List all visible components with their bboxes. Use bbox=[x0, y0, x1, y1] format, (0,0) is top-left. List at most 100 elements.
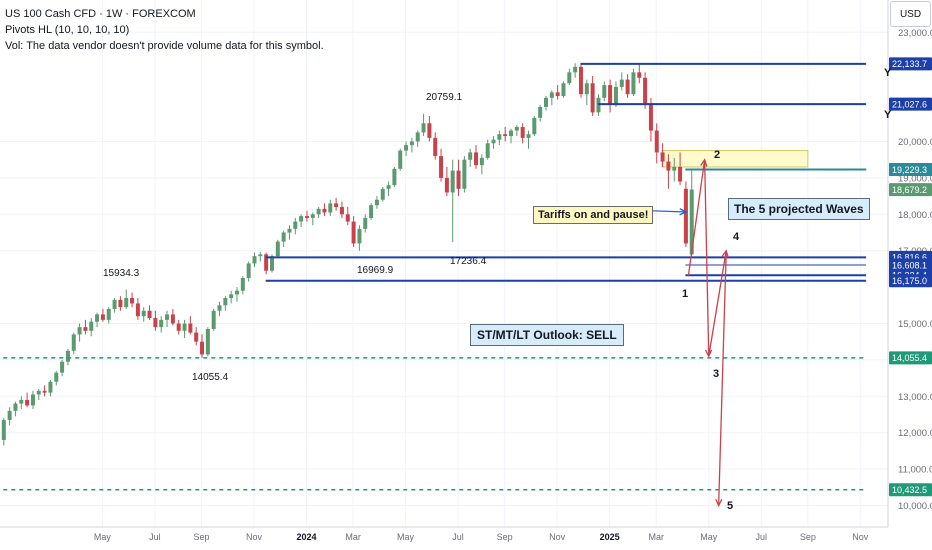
candle-body bbox=[590, 83, 595, 113]
pivots-indicator-label[interactable]: Pivots HL (10, 10, 10, 10) bbox=[5, 24, 130, 36]
price-level-tag bbox=[889, 57, 932, 71]
candle-body bbox=[386, 185, 391, 189]
candle-body bbox=[479, 157, 484, 166]
resistance-zone-layer bbox=[661, 150, 809, 168]
tariffs-note: Tariffs on and pause! bbox=[533, 206, 654, 224]
price-tick-label: 20,000.0 bbox=[898, 137, 932, 148]
candle-body bbox=[200, 341, 205, 355]
wave-label-1: 1 bbox=[682, 288, 689, 300]
candle-body bbox=[147, 310, 152, 319]
arrow-head bbox=[679, 208, 688, 216]
candle-body bbox=[573, 66, 578, 73]
candle-body bbox=[404, 145, 409, 151]
price-level-tag-label: 10,432.5 bbox=[892, 485, 927, 495]
symbol-title[interactable]: US 100 Cash CFD · 1W · FOREXCOM bbox=[5, 8, 196, 20]
candle-body bbox=[264, 254, 269, 271]
pivot-low-label: 16969.9 bbox=[357, 265, 394, 276]
candle-body bbox=[660, 152, 665, 162]
candle-body bbox=[54, 372, 59, 382]
candle-body bbox=[392, 168, 397, 186]
arrow-head bbox=[715, 498, 723, 507]
price-level-tag bbox=[889, 183, 932, 197]
price-level-tag bbox=[889, 483, 932, 497]
candle-body bbox=[182, 323, 187, 331]
projected-waves bbox=[687, 158, 729, 507]
candle-body bbox=[421, 123, 426, 133]
candle-body bbox=[602, 85, 607, 98]
candle-body bbox=[439, 156, 444, 178]
time-tick-label: Nov bbox=[549, 532, 566, 542]
candle-body bbox=[25, 399, 30, 406]
wave-label-3: 3 bbox=[713, 368, 720, 380]
candle-body bbox=[83, 327, 88, 331]
time-tick-label: Nov bbox=[852, 532, 869, 542]
price-tick-label: 18,000.0 bbox=[898, 210, 932, 221]
volume-note: Vol: The data vendor doesn't provide vol… bbox=[5, 40, 324, 52]
candle-body bbox=[357, 228, 362, 244]
candle-body bbox=[578, 66, 583, 95]
candle-body bbox=[217, 305, 222, 311]
candle-body bbox=[567, 72, 572, 84]
candle-body bbox=[538, 106, 543, 118]
candle-body bbox=[678, 166, 683, 182]
price-tick-label: 23,000.0 bbox=[898, 28, 932, 39]
candle-body bbox=[13, 403, 18, 411]
price-tick-label: 15,000.0 bbox=[898, 319, 932, 330]
candle-body bbox=[170, 314, 175, 324]
arrow-head bbox=[721, 249, 729, 258]
candle-body bbox=[100, 314, 105, 320]
price-level-tag bbox=[889, 97, 932, 111]
candle-body bbox=[269, 256, 274, 271]
candle-body bbox=[543, 97, 548, 107]
candle-body bbox=[374, 199, 379, 206]
candle-body bbox=[503, 134, 508, 137]
candle-body bbox=[456, 170, 461, 189]
time-tick-label: Jul bbox=[452, 532, 464, 542]
candle-body bbox=[246, 263, 251, 278]
price-level-tag-label: 18,679.2 bbox=[892, 185, 927, 195]
arrow-head bbox=[700, 158, 708, 167]
candle-body bbox=[485, 143, 490, 158]
pivot-low-label: 14055.4 bbox=[192, 372, 229, 383]
price-tick-label: 10,000.0 bbox=[898, 501, 932, 512]
candle-body bbox=[398, 150, 403, 169]
outlook-note: ST/MT/LT Outlook: SELL bbox=[470, 324, 624, 346]
candle-body bbox=[304, 216, 309, 218]
candle-body bbox=[153, 318, 158, 328]
price-level-tag-label: 22,133.7 bbox=[892, 59, 927, 69]
candle-body bbox=[474, 152, 479, 166]
candle-body bbox=[520, 126, 525, 138]
candle-body bbox=[462, 159, 467, 189]
price-level-tag-label: 16,816.6 bbox=[892, 253, 927, 263]
price-level-tag-label: 19,229.3 bbox=[892, 165, 927, 175]
arrow-head bbox=[704, 349, 713, 358]
grid bbox=[0, 0, 888, 527]
candle-body bbox=[19, 399, 24, 404]
candle-body bbox=[287, 228, 292, 233]
candle-body bbox=[77, 327, 82, 335]
candle-body bbox=[141, 310, 146, 317]
candle-body bbox=[89, 321, 94, 331]
candle-body bbox=[666, 161, 671, 171]
candle-body bbox=[514, 126, 519, 131]
waves-note: The 5 projected Waves bbox=[728, 198, 870, 220]
candle-body bbox=[561, 83, 566, 96]
candle-body bbox=[351, 221, 356, 244]
candle-body bbox=[36, 390, 41, 395]
time-tick-label: Sep bbox=[194, 532, 210, 542]
candle-body bbox=[322, 208, 327, 213]
wave-label-4: 4 bbox=[733, 231, 740, 243]
candle-body bbox=[683, 188, 688, 244]
candle-body bbox=[223, 298, 228, 306]
time-tick-label: Mar bbox=[649, 532, 665, 542]
candle-body bbox=[124, 298, 129, 308]
price-levels bbox=[3, 62, 867, 491]
time-tick-label: 2025 bbox=[600, 532, 620, 542]
currency-button[interactable]: USD bbox=[890, 1, 931, 27]
candle-body bbox=[549, 92, 554, 98]
time-tick-label: Jul bbox=[755, 532, 767, 542]
candle-body bbox=[60, 361, 65, 373]
candle-body bbox=[689, 189, 694, 255]
candle-body bbox=[619, 79, 624, 87]
